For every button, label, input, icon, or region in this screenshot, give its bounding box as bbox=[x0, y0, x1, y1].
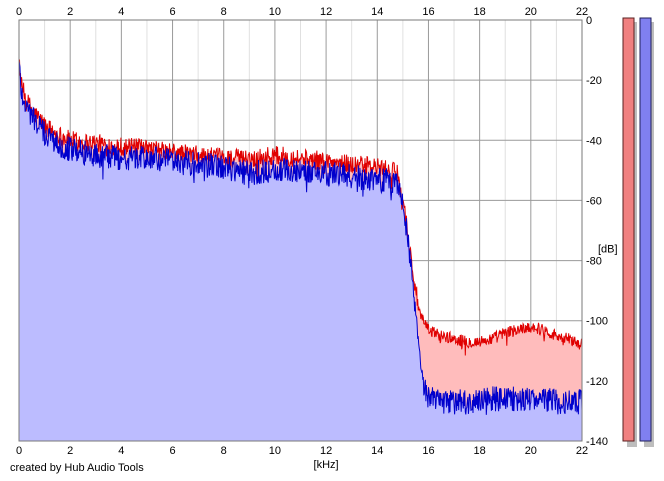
x-tick-label-top: 2 bbox=[67, 6, 73, 18]
axis-layer: 002244668810101212141416161818202022220-… bbox=[16, 6, 618, 471]
series-line-right bbox=[18, 60, 583, 415]
credit-text: created by Hub Audio Tools bbox=[10, 462, 144, 474]
x-tick-label-bottom: 8 bbox=[221, 445, 227, 457]
y-tick-label: -20 bbox=[586, 75, 602, 87]
y-tick-label: -80 bbox=[586, 256, 602, 268]
x-tick-label-top: 0 bbox=[16, 6, 22, 18]
y-tick-label: 0 bbox=[586, 15, 592, 27]
plot-border bbox=[18, 19, 583, 442]
x-tick-label-bottom: 12 bbox=[320, 445, 332, 457]
x-tick-label-top: 22 bbox=[576, 6, 588, 18]
x-tick-label-bottom: 14 bbox=[371, 445, 383, 457]
x-tick-label-bottom: 16 bbox=[422, 445, 434, 457]
right-level-meter bbox=[639, 17, 652, 442]
x-tick-label-top: 14 bbox=[371, 6, 383, 18]
y-tick-label: -40 bbox=[586, 135, 602, 147]
x-tick-label-bottom: 4 bbox=[118, 445, 124, 457]
x-tick-label-top: 18 bbox=[474, 6, 486, 18]
x-tick-label-bottom: 10 bbox=[269, 445, 281, 457]
x-tick-label-bottom: 18 bbox=[474, 445, 486, 457]
x-tick-label-bottom: 22 bbox=[576, 445, 588, 457]
line-layer bbox=[18, 59, 583, 415]
area-right-channel bbox=[19, 60, 582, 442]
x-axis-label: [kHz] bbox=[314, 459, 339, 471]
x-tick-label-top: 16 bbox=[422, 6, 434, 18]
y-tick-label: -140 bbox=[586, 436, 608, 448]
x-tick-label-top: 8 bbox=[221, 6, 227, 18]
x-tick-label-top: 12 bbox=[320, 6, 332, 18]
y-axis-label: [dB] bbox=[598, 244, 618, 256]
x-tick-label-bottom: 0 bbox=[16, 445, 22, 457]
y-tick-label: -120 bbox=[586, 376, 608, 388]
y-tick-label: -60 bbox=[586, 195, 602, 207]
x-tick-label-top: 4 bbox=[118, 6, 124, 18]
x-tick-label-bottom: 2 bbox=[67, 445, 73, 457]
x-tick-label-top: 20 bbox=[525, 6, 537, 18]
x-tick-label-top: 10 bbox=[269, 6, 281, 18]
x-tick-label-bottom: 6 bbox=[169, 445, 175, 457]
left-level-meter bbox=[622, 17, 635, 442]
x-tick-label-top: 6 bbox=[169, 6, 175, 18]
x-tick-label-bottom: 20 bbox=[525, 445, 537, 457]
level-meters bbox=[622, 17, 654, 447]
y-tick-label: -100 bbox=[586, 316, 608, 328]
